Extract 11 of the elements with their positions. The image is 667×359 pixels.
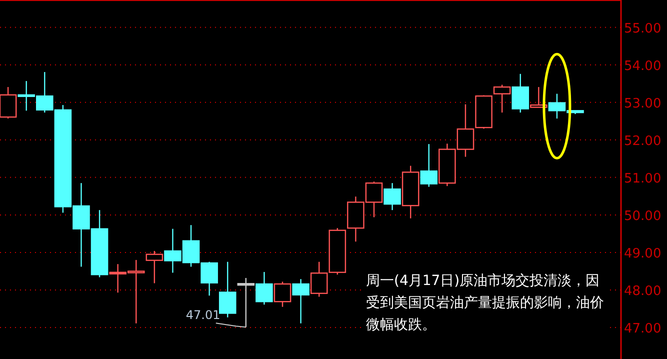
- annotation: 周一(4月17日)原油市场交投清淡，因受到美国页岩油产量提振的影响，油价微幅收跌。: [362, 270, 610, 336]
- y-tick-label: 49.00: [624, 246, 662, 262]
- y-tick-label: 54.00: [624, 58, 662, 74]
- y-tick-label: 55.00: [624, 21, 662, 36]
- y-tick-label: 48.00: [624, 284, 662, 299]
- y-tick-label: 47.00: [624, 321, 662, 336]
- y-tick-label: 51.00: [624, 171, 662, 186]
- y-tick-label: 50.00: [624, 208, 662, 224]
- y-tick-label: 52.00: [624, 134, 662, 149]
- annotation: 47.01: [186, 308, 220, 322]
- y-tick-label: 53.00: [624, 96, 662, 112]
